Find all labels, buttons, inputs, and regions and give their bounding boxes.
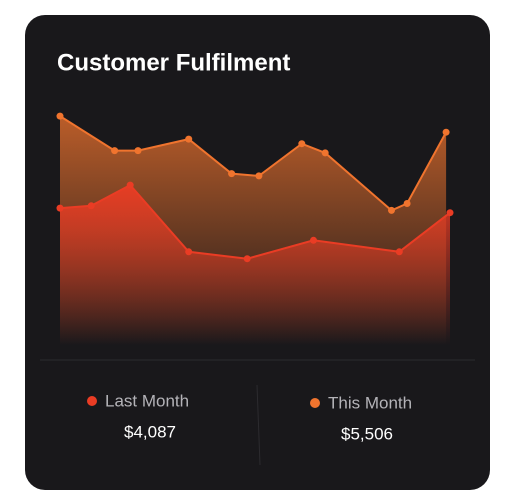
legend: This Month $5,506 Last Month $4,087 xyxy=(87,391,412,443)
point xyxy=(134,147,142,155)
point xyxy=(255,172,263,180)
line xyxy=(59,183,451,260)
point xyxy=(243,255,251,263)
point xyxy=(56,204,64,212)
point xyxy=(87,202,95,210)
legend-total: $4,087 xyxy=(124,422,176,441)
point xyxy=(395,248,403,256)
card-title: Customer Fulfilment xyxy=(57,49,290,76)
legend-total: $5,506 xyxy=(341,424,393,443)
point xyxy=(446,209,454,217)
point xyxy=(228,170,236,178)
point xyxy=(388,206,395,214)
plot xyxy=(56,112,454,345)
point xyxy=(111,147,119,155)
point xyxy=(403,200,411,207)
point xyxy=(310,236,317,244)
point xyxy=(185,135,193,143)
point xyxy=(442,128,450,136)
divider xyxy=(256,384,261,466)
point xyxy=(321,149,329,157)
legend-label: Last Month xyxy=(105,391,189,410)
legend-dot xyxy=(310,398,320,408)
legend-label: This Month xyxy=(328,393,412,412)
point xyxy=(56,112,64,120)
area xyxy=(60,185,450,345)
point xyxy=(126,181,134,189)
point xyxy=(298,140,306,148)
point xyxy=(185,248,193,256)
legend-dot xyxy=(87,396,97,406)
